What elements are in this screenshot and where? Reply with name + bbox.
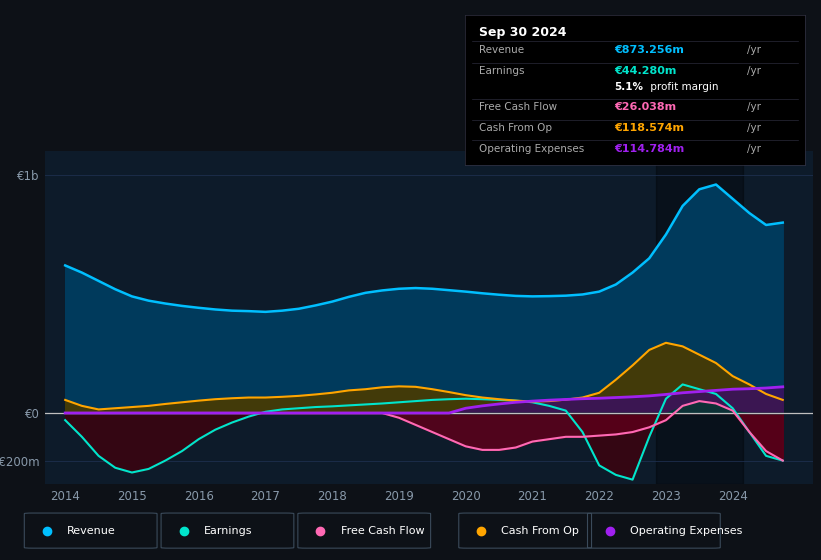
- Text: €114.784m: €114.784m: [615, 143, 685, 153]
- Text: €873.256m: €873.256m: [615, 44, 685, 54]
- Text: Earnings: Earnings: [204, 526, 252, 535]
- Text: Free Cash Flow: Free Cash Flow: [479, 101, 557, 111]
- Text: Cash From Op: Cash From Op: [479, 123, 552, 133]
- Text: /yr: /yr: [747, 101, 761, 111]
- Bar: [656, 151, 743, 484]
- Text: Earnings: Earnings: [479, 66, 524, 76]
- Text: €118.574m: €118.574m: [615, 123, 685, 133]
- Text: Operating Expenses: Operating Expenses: [479, 143, 584, 153]
- Text: Free Cash Flow: Free Cash Flow: [341, 526, 424, 535]
- Text: Revenue: Revenue: [67, 526, 116, 535]
- Text: €26.038m: €26.038m: [615, 101, 677, 111]
- Text: Cash From Op: Cash From Op: [502, 526, 580, 535]
- Text: /yr: /yr: [747, 143, 761, 153]
- Text: Operating Expenses: Operating Expenses: [631, 526, 742, 535]
- Text: 5.1%: 5.1%: [615, 82, 644, 92]
- Text: €44.280m: €44.280m: [615, 66, 677, 76]
- Text: profit margin: profit margin: [647, 82, 718, 92]
- Text: Sep 30 2024: Sep 30 2024: [479, 26, 566, 39]
- Text: /yr: /yr: [747, 44, 761, 54]
- Text: /yr: /yr: [747, 123, 761, 133]
- Text: Revenue: Revenue: [479, 44, 524, 54]
- Text: /yr: /yr: [747, 66, 761, 76]
